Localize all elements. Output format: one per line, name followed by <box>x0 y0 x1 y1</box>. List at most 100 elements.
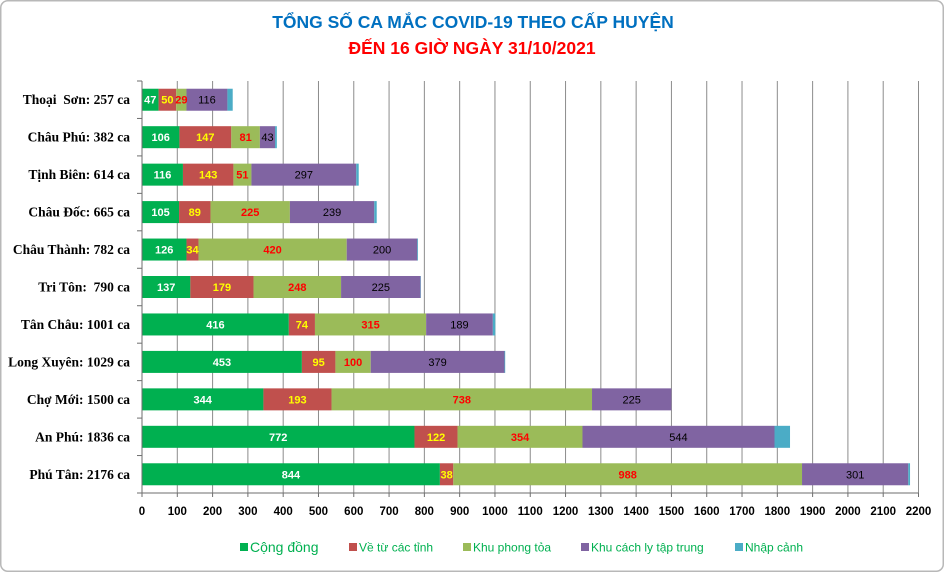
legend: Cộng đồng Về từ các tỉnh Khu phong tỏa Khu … <box>240 539 803 555</box>
bar-segment <box>439 463 454 486</box>
data-label: 988 <box>618 469 636 481</box>
bar-segment <box>301 350 336 373</box>
data-label: 420 <box>263 245 281 257</box>
bar-segment <box>176 88 187 111</box>
category-label: Tri Tôn: 790 ca <box>38 280 130 295</box>
data-label: 137 <box>157 282 175 294</box>
legend-marker <box>581 543 589 551</box>
x-tick-label: 1700 <box>729 506 755 518</box>
data-label: 38 <box>440 469 452 481</box>
bar-segment <box>582 425 775 448</box>
data-label: 81 <box>239 132 251 144</box>
bar-segment <box>253 276 342 298</box>
bar-segment <box>288 313 315 336</box>
bar-segment <box>453 463 803 486</box>
x-tick-label: 800 <box>415 506 434 518</box>
x-tick-label: 200 <box>203 506 222 518</box>
data-label: 34 <box>186 245 199 257</box>
data-label: 225 <box>372 282 390 294</box>
data-label: 89 <box>189 207 201 219</box>
bar-segment <box>802 463 909 486</box>
bar-segment <box>370 350 505 373</box>
data-label: 301 <box>846 469 864 481</box>
x-tick-label: 2100 <box>870 506 896 518</box>
data-label: 51 <box>236 170 248 182</box>
bar-segment <box>346 238 418 261</box>
data-label: 143 <box>199 170 217 182</box>
bar-segment <box>158 88 177 111</box>
legend-marker <box>735 543 743 551</box>
bar-segment <box>414 425 458 448</box>
bar-segment <box>142 88 159 111</box>
data-label: 47 <box>144 95 156 107</box>
bar-segment <box>331 388 593 411</box>
data-label: 50 <box>161 95 173 107</box>
bar-segment <box>142 388 264 411</box>
bar-segment <box>142 238 187 261</box>
data-labels: 47 50 29 116 106 147 81 43 116 143 51 297 105 89 225 23… <box>144 95 864 482</box>
bar-segment <box>142 276 191 298</box>
x-tick-label: 1600 <box>694 506 720 518</box>
legend-label: Nhập cảnh <box>745 541 803 555</box>
legend-marker <box>349 543 357 551</box>
legend-marker <box>240 543 248 551</box>
bar-segment <box>179 201 211 224</box>
data-label: 147 <box>196 132 214 144</box>
bar-segment <box>198 238 347 261</box>
data-label: 344 <box>194 394 213 406</box>
legend-marker <box>463 543 471 551</box>
x-tick-label: 2000 <box>835 506 861 518</box>
data-label: 248 <box>288 282 306 294</box>
x-tick-label: 1500 <box>659 506 685 518</box>
data-label: 315 <box>361 319 379 331</box>
bar-segment <box>908 463 911 486</box>
bar-segment <box>275 126 277 149</box>
category-label: Long Xuyên: 1029 ca <box>8 354 130 369</box>
x-tick-label: 2200 <box>906 506 932 518</box>
category-axis: Thoại Sơn: 257 ca Châu Phú: 382 ca Tịnh Bi… <box>8 80 143 494</box>
bar-segment <box>289 201 375 224</box>
x-tick-label: 1400 <box>623 506 649 518</box>
x-tick-label: 0 <box>139 506 145 518</box>
bar-segment <box>335 350 371 373</box>
bar-segment <box>341 276 421 298</box>
bars <box>142 88 911 486</box>
data-label: 74 <box>296 319 309 331</box>
x-tick-label: 300 <box>238 506 257 518</box>
category-label: Chợ Mới: 1500 ca <box>27 392 130 407</box>
bar-segment <box>233 163 252 186</box>
x-tick-label: 700 <box>379 506 398 518</box>
bar-segment <box>142 463 440 486</box>
bar-segment <box>142 163 183 186</box>
bar-segment <box>231 126 260 149</box>
bar-segment <box>251 163 357 186</box>
bar-segment <box>417 238 419 261</box>
category-label: Tân Châu: 1001 ca <box>21 317 130 332</box>
bar-segment <box>774 425 791 448</box>
value-axis: 0 100 200 300 400 500 600 700 800 900 1000 1100 1200… <box>139 492 932 518</box>
bar-segment <box>186 88 228 111</box>
data-label: 453 <box>213 357 231 369</box>
bar-segment <box>182 163 234 186</box>
bar-segment <box>263 388 332 411</box>
data-label: 100 <box>344 357 362 369</box>
data-label: 544 <box>669 432 687 444</box>
data-label: 239 <box>323 207 341 219</box>
bar-segment <box>426 313 493 336</box>
bar-segment <box>186 238 199 261</box>
bar-segment <box>142 425 415 448</box>
data-label: 844 <box>282 469 301 481</box>
data-label: 189 <box>450 319 468 331</box>
data-label: 772 <box>269 432 287 444</box>
bar-segment <box>492 313 496 336</box>
category-label: Châu Phú: 382 ca <box>28 130 131 145</box>
category-label: Châu Thành: 782 ca <box>13 242 130 257</box>
data-label: 179 <box>213 282 231 294</box>
bar-segment <box>504 350 506 373</box>
x-tick-label: 100 <box>168 506 187 518</box>
category-label: Tịnh Biên: 614 ca <box>28 167 130 182</box>
x-tick-label: 400 <box>274 506 293 518</box>
gridlines <box>176 81 919 493</box>
data-label: 225 <box>623 394 641 406</box>
x-tick-label: 1300 <box>588 506 614 518</box>
